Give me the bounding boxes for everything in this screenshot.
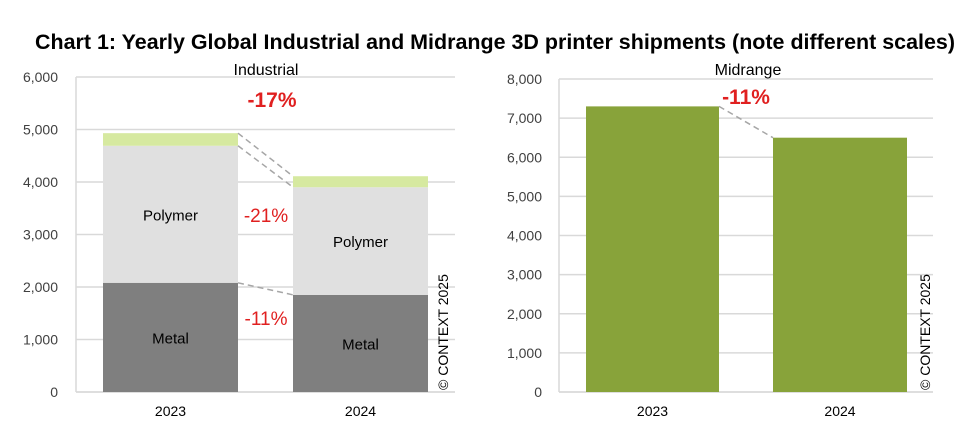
copyright-watermark: © CONTEXT 2025 (917, 274, 933, 390)
x-tick-label: 2024 (345, 403, 376, 419)
change-annotation: -11% (245, 309, 288, 330)
y-tick-label: 2,000 (507, 306, 542, 322)
change-annotation: -21% (244, 206, 288, 227)
y-tick-label: 6,000 (507, 149, 542, 165)
segment-label: Metal (342, 336, 379, 353)
y-tick-label: 4,000 (507, 228, 542, 244)
y-tick-label: 3,000 (23, 227, 58, 243)
segment-label: Polymer (333, 234, 388, 251)
x-tick-label: 2023 (637, 403, 668, 419)
y-tick-label: 1,000 (507, 345, 542, 361)
y-tick-label: 0 (534, 384, 542, 400)
change-annotation: -11% (722, 86, 770, 109)
segment-label: Polymer (143, 207, 198, 224)
panel-title: Midrange (715, 62, 782, 79)
bar-polymer-2023 (103, 145, 238, 283)
y-tick-label: 5,000 (23, 122, 58, 138)
y-tick-label: 5,000 (507, 188, 542, 204)
industrial-panel: 0 1,000 2,000 3,000 4,000 5,000 6,000 Industria… (23, 62, 455, 419)
y-tick-label: 6,000 (23, 69, 58, 85)
y-tick-label: 3,000 (507, 267, 542, 283)
connector-line (718, 105, 774, 139)
change-annotation: -17% (247, 89, 296, 112)
bar-segment-2023 (103, 133, 238, 146)
bar-metal-2024 (293, 294, 428, 392)
segment-label: Metal (152, 330, 189, 347)
y-tick-label: 0 (50, 384, 58, 400)
connector-line (237, 282, 294, 296)
chart-title: Chart 1: Yearly Global Industrial and Mi… (35, 31, 955, 54)
copyright-watermark: © CONTEXT 2025 (435, 274, 451, 390)
y-tick-label: 8,000 (507, 71, 542, 87)
y-tick-label: 4,000 (23, 174, 58, 190)
x-tick-label: 2023 (155, 403, 186, 419)
y-tick-label: 2,000 (23, 279, 58, 295)
x-tick-label: 2024 (824, 403, 855, 419)
connector-line (237, 145, 294, 188)
midrange-panel: 0 1,000 2,000 3,000 4,000 5,000 6,000 7,000 8,00… (507, 62, 933, 419)
connector-line (237, 132, 294, 177)
bar-metal-2023 (103, 282, 238, 392)
y-tick-label: 1,000 (23, 332, 58, 348)
bar-segment-2023 (586, 106, 719, 392)
panel-title: Industrial (234, 62, 299, 79)
bar-segment-2024 (773, 137, 907, 392)
y-tick-label: 7,000 (507, 110, 542, 126)
bar-polymer-2024 (293, 187, 428, 295)
bar-segment-2024 (293, 176, 428, 188)
